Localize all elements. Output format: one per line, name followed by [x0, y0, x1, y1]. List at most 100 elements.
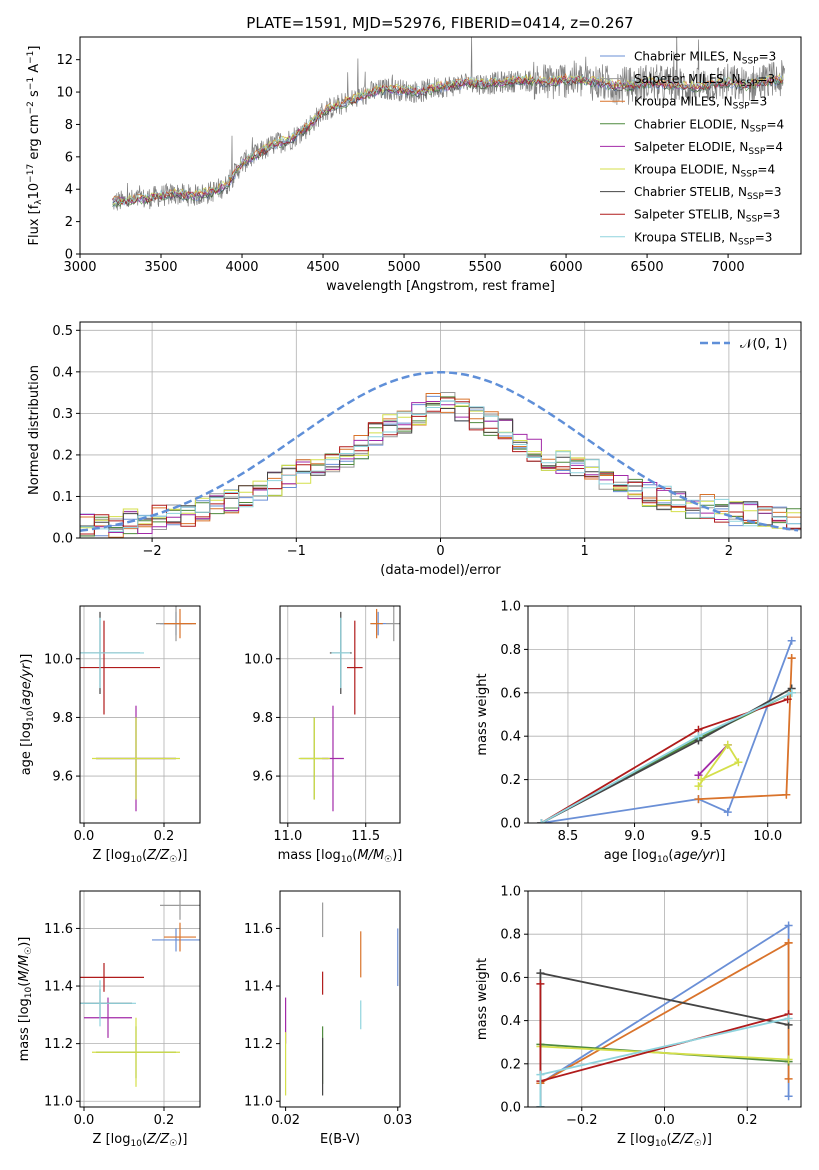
- y-tick-label: 11.2: [44, 1037, 73, 1052]
- residual-histogram: [80, 400, 801, 538]
- age-vs-mass-panel: 11.0 11.5 9.6 9.8 10.0 mass [log10(M/M☉)]: [244, 605, 402, 865]
- plot-content: [537, 636, 796, 823]
- y-tick-label: 0.8: [500, 643, 521, 658]
- age-vs-Z-panel: 0.0 0.29.69.810.0Z [log10(Z/Z☉)]age [log1…: [19, 605, 201, 865]
- x-tick-label: 0: [436, 544, 444, 559]
- legend-nssp: =4: [757, 163, 775, 177]
- y-tick-label: 12: [56, 53, 73, 68]
- x-tick-label: 2: [725, 544, 733, 559]
- x-tick-label: 3500: [144, 260, 177, 275]
- y-tick-label: 0.4: [500, 730, 521, 745]
- label-part: age [log: [19, 722, 34, 775]
- legend-subscript: SSP: [748, 147, 765, 157]
- legend-nssp: =3: [763, 208, 781, 222]
- label-part: λ: [34, 199, 44, 205]
- x-tick-label: 0.2: [737, 1113, 758, 1128]
- label-part: (: [668, 848, 673, 863]
- mass-weight-marker: [723, 808, 732, 817]
- residuals-panel: −2 −1 0 1 2 0.0 0.1 0.2 0.3 0.4 0.5 (data-model)/er…: [27, 321, 802, 578]
- mass-weight-marker: [536, 1070, 545, 1079]
- x-tick-label: 5500: [469, 260, 502, 275]
- mass-weight-marker: [697, 775, 706, 784]
- x-tick-label: 0.0: [74, 829, 95, 844]
- y-tick-label: 4: [65, 183, 73, 198]
- legend-subscript: SSP: [733, 102, 750, 112]
- mass-weight-marker: [694, 795, 703, 804]
- legend-nssp: =3: [757, 72, 775, 86]
- y-axis-label: mass weight: [475, 958, 490, 1040]
- axes-border: [79, 605, 201, 824]
- y-axis-label: Flux [fλ10−17 erg cm−2 s−1 A−1]: [26, 46, 44, 246]
- y-tick-label: 9.8: [52, 711, 73, 726]
- legend-entry: Kroupa ELODIE, NSSP=4: [634, 163, 775, 180]
- x-axis-label: E(B-V): [320, 1132, 360, 1147]
- axes-frame: 0.0 0.211.011.211.411.6Z [log10(Z/Z☉)]mas…: [17, 890, 201, 1149]
- mass-weight-marker: [536, 979, 545, 988]
- y-tick-label: 0.2: [52, 448, 73, 463]
- mass-weight-marker: [723, 740, 732, 749]
- axes-border: [79, 36, 802, 255]
- y-tick-label: 11.6: [244, 922, 273, 937]
- legend-entry: Chabrier MILES, NSSP=3: [634, 50, 776, 67]
- x-tick-label: 9.0: [624, 829, 645, 844]
- label-part: s: [27, 90, 42, 101]
- y-tick-label: 11.4: [44, 980, 73, 995]
- legend-entry: Salpeter STELIB, NSSP=3: [634, 208, 780, 225]
- label-part: ☉: [169, 1139, 177, 1149]
- mass-weight-marker: [734, 758, 743, 767]
- mass-weight-marker: [784, 1055, 793, 1064]
- y-tick-label: 0.0: [500, 817, 521, 832]
- mass-weight-marker: [782, 790, 791, 799]
- plot-content: [536, 921, 793, 1107]
- x-tick-label: 5000: [387, 260, 420, 275]
- legend-nssp: =3: [750, 95, 768, 109]
- y-tick-label: 0.4: [500, 1014, 521, 1029]
- plot-content: [112, 37, 785, 211]
- mass-weight-marker: [536, 1103, 545, 1107]
- label-part: Flux [f: [27, 204, 42, 245]
- label-part: (: [352, 848, 357, 863]
- label-part: )]: [177, 1132, 187, 1147]
- y-tick-label: 0.2: [500, 773, 521, 788]
- x-tick-label: 1: [581, 544, 589, 559]
- y-tick-label: 10: [56, 86, 73, 101]
- y-tick-label: 0.6: [500, 971, 521, 986]
- grid-lines: [80, 891, 200, 1107]
- label-part: Z [log: [93, 848, 131, 863]
- mass-weight-marker: [784, 921, 793, 930]
- y-tick-label: 9.6: [252, 770, 273, 785]
- y-tick-label: 11.2: [244, 1037, 273, 1052]
- y-tick-label: 0.6: [500, 686, 521, 701]
- mass-weight-marker: [537, 819, 546, 823]
- x-tick-label: 11.0: [273, 829, 302, 844]
- legend-nssp: =4: [766, 117, 784, 131]
- label-part: Z [log: [617, 1132, 655, 1147]
- label-part: Z/Z: [146, 1132, 170, 1147]
- label-part: ]: [27, 46, 42, 51]
- normal-reference-curve: [80, 371, 799, 532]
- x-tick-label: 7000: [712, 260, 745, 275]
- y-axis-label: mass [log10(M/M☉)]: [17, 937, 34, 1062]
- label-part: 10: [341, 855, 353, 865]
- label-part: age/yr: [19, 662, 34, 705]
- y-tick-label: 0.0: [500, 1101, 521, 1116]
- x-tick-label: 3000: [63, 260, 96, 275]
- mass-vs-Z-panel: 0.0 0.211.011.211.411.6Z [log10(Z/Z☉)]mas…: [17, 890, 201, 1149]
- x-axis-label: Z [log10(Z/Z☉)]: [93, 1132, 188, 1149]
- plot-content: [80, 606, 196, 812]
- label-part: ☉: [384, 855, 392, 865]
- axes-frame: 3000 3500 4000 4500 5000 5500 6000 6500 7000 0 2 4 6…: [26, 36, 802, 294]
- y-tick-label: 0.3: [52, 407, 73, 422]
- label-part: mass [log: [17, 998, 32, 1061]
- mass-weight-line: [540, 1045, 789, 1061]
- label-part: −1: [26, 51, 36, 64]
- y-tick-label: 0.4: [52, 365, 73, 380]
- mass-weight-line: [697, 743, 740, 787]
- y-tick-label: 10.0: [244, 652, 273, 667]
- x-axis-label: (data-model)/error: [380, 563, 501, 578]
- label-part: 10: [657, 855, 669, 865]
- mass-weight-marker: [787, 654, 796, 663]
- x-axis-label: wavelength [Angstrom, rest frame]: [326, 279, 555, 294]
- y-tick-label: 1.0: [500, 600, 521, 615]
- x-axis-label: Z [log10(Z/Z☉)]: [617, 1132, 712, 1149]
